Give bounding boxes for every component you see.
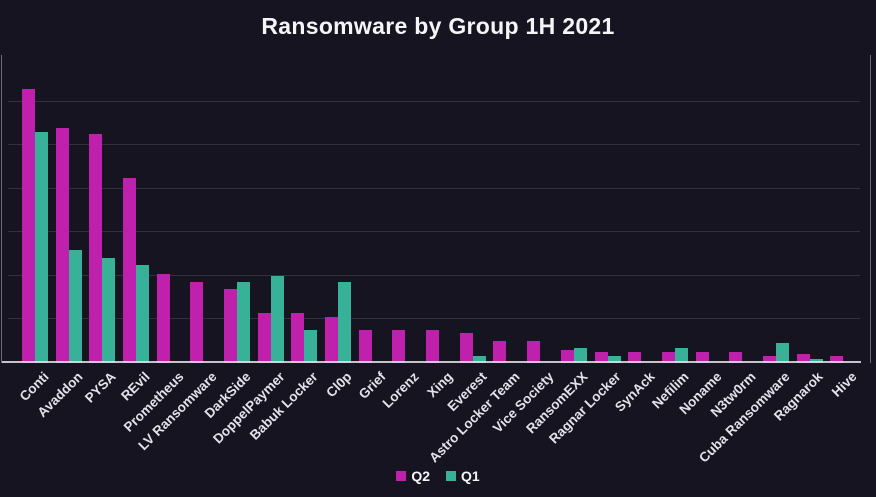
legend-swatch-q2-icon [396,471,407,481]
bar-group-doppelpaymer [254,58,288,363]
bar-group-astro-locker-team [490,58,524,363]
bar-q2-nefilim [661,352,675,363]
bar-group-nefilim [658,58,692,363]
bar-q1-nefilim [674,347,688,363]
bar-q2-doppelpaymer [257,312,271,363]
gridline-120 [8,100,860,102]
bar-q2-avaddon [55,127,69,363]
bar-q2-lorenz [392,330,406,363]
bar-q2-prometheus [156,273,170,363]
plot-right-frame-line [870,55,871,363]
bar-group-conti [18,58,52,363]
bar-group-cl0p [321,58,355,363]
bar-q2-ragnarok [796,354,810,363]
bar-q1-avaddon [68,249,82,363]
bar-group-hive [827,58,861,363]
bar-q2-grief [358,330,372,363]
chart-title: Ransomware by Group 1H 2021 [261,13,615,39]
legend-swatch-q1-icon [446,471,456,481]
bar-q2-cl0p [325,317,339,363]
bar-q1-darkside [236,282,250,363]
bar-group-xing [422,58,456,363]
bar-q1-cuba-ransomware [775,343,789,363]
bar-group-babuk-locker [288,58,322,363]
bar-group-pysa [85,58,119,363]
bar-q2-synack [628,352,642,363]
bar-group-everest [456,58,490,363]
legend-item-q2: Q2 [396,468,430,484]
bar-group-avaddon [52,58,86,363]
bar-q1-ragnar-locker [607,356,621,363]
bar-group-n3tw0rm [725,58,759,363]
bar-q1-babuk-locker [304,330,318,363]
bar-q2-lv-ransomware [190,282,204,363]
gridline-100 [8,144,860,146]
legend-label-q2: Q2 [411,468,430,484]
gridline-40 [8,274,860,276]
bar-q2-noname [695,352,709,363]
bar-q2-conti [21,88,35,363]
bar-group-darkside [220,58,254,363]
gridline-60 [8,231,860,233]
bar-group-prometheus [153,58,187,363]
bar-group-synack [624,58,658,363]
bar-group-lv-ransomware [186,58,220,363]
bar-q2-astro-locker-team [493,341,507,363]
bar-q1-ransomexx [573,347,587,363]
bar-q1-revil [135,264,149,363]
bar-q2-babuk-locker [291,312,305,363]
bar-q1-everest [472,356,486,363]
bar-group-revil [119,58,153,363]
bar-q2-ransomexx [560,349,574,363]
legend: Q2 Q1 [0,468,876,484]
bar-q1-conti [34,132,48,363]
legend-label-q1: Q1 [461,468,480,484]
bar-group-ragnar-locker [591,58,625,363]
legend-item-q1: Q1 [446,468,480,484]
bar-group-vice-society [523,58,557,363]
gridlines-layer [8,58,860,363]
bar-q2-hive [830,356,844,363]
bar-q2-xing [426,330,440,363]
bar-q2-n3tw0rm [729,352,743,363]
bar-group-ransomexx [557,58,591,363]
gridline-80 [8,187,860,189]
bar-q1-doppelpaymer [270,275,284,363]
plot-left-frame-line [1,55,2,363]
bar-q2-pysa [89,134,103,363]
bars-layer [18,58,860,363]
gridline-20 [8,318,860,320]
bar-group-lorenz [389,58,423,363]
x-axis-line [2,361,861,363]
bar-q1-ragnarok [809,358,823,363]
bar-q2-cuba-ransomware [762,356,776,363]
bar-q1-pysa [102,258,116,363]
bar-group-grief [355,58,389,363]
bar-q2-revil [122,177,136,363]
plot-area [8,58,860,363]
bar-group-noname [692,58,726,363]
bar-q2-darkside [223,288,237,363]
bar-q2-ragnar-locker [594,352,608,363]
bar-group-ragnarok [793,58,827,363]
bar-q2-everest [459,332,473,363]
bar-q2-vice-society [527,341,541,363]
bar-group-cuba-ransomware [759,58,793,363]
bar-q1-cl0p [338,282,352,363]
